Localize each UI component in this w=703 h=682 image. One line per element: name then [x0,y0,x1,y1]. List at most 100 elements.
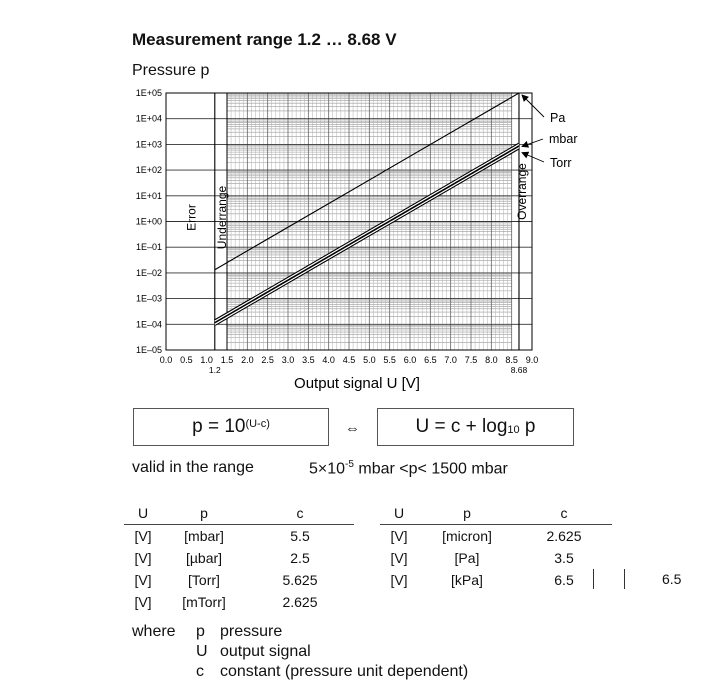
x-tick-label: 8.0 [485,355,498,365]
table-cell: 2.625 [546,528,582,544]
table-cell: [Pa] [454,550,480,566]
table-header: U [380,502,418,525]
y-tick-label: 1E–03 [136,294,162,304]
x-tick-label: 1.5 [221,355,234,365]
table-cell: [V] [390,550,408,566]
series-pointer-mbar [521,138,544,148]
x-tick-label: 1.0 [200,355,213,365]
valid-range-exp: -5 [345,459,354,470]
x-tick-label: 4.5 [343,355,356,365]
formula-pressure-box: p = 10 (U-c) [133,408,329,446]
table-cell: [V] [134,594,152,610]
x-tick-label: 0.0 [160,355,173,365]
table-header: p [418,502,516,525]
table-cell: [V] [134,572,152,588]
table-cell: 6.5 [554,572,574,588]
formula-pressure-exponent: (U-c) [245,418,270,430]
table-header: U [124,502,162,525]
table-divider [624,569,625,589]
y-tick-label: 1E–02 [136,268,162,278]
table-cell: [V] [134,550,152,566]
y-tick-label: 1E+03 [136,139,162,149]
y-tick-label: 1E+04 [136,114,162,124]
y-tick-label: 1E–05 [136,345,162,355]
valid-range-post: mbar <p< 1500 mbar [353,460,508,478]
formula-voltage-tail: p [519,416,536,437]
table-cell: [micron] [442,528,492,544]
table-cell: [Torr] [188,572,220,588]
y-tick-label: 1E+01 [136,191,162,201]
table-row: [V] [micron] 2.625 [380,525,612,548]
table-cell: 2.5 [290,550,310,566]
where-symbol: p [196,623,205,640]
valid-range-label: valid in the range [132,459,254,476]
x-tick-label: 6.0 [404,355,417,365]
table-cell: 3.5 [554,550,574,566]
series-label-pa: Pa [550,111,565,125]
formula-pressure-base: p = 10 [192,416,246,437]
valid-range-value: 5×10-5 mbar <p< 1500 mbar [309,459,508,478]
x-tick-label: 0.5 [180,355,193,365]
formula-voltage-subscript: 10 [507,424,520,436]
plot-frame [165,92,533,351]
series-line-pa [214,92,520,271]
table-cell: [V] [390,572,408,588]
equivalence-arrow: ⇔ [345,420,360,437]
page-title: Measurement range 1.2 … 8.68 V [132,30,397,49]
table-cell: [kPa] [451,572,483,588]
table-cell: [V] [134,528,152,544]
table-cell: [mbar] [184,528,224,544]
x-tick-label: 3.5 [302,355,315,365]
x-extra-tick-label: 8.68 [511,365,528,375]
formula-voltage-box: U = c + log 10 p [377,408,574,446]
table-cell: [V] [390,528,408,544]
x-extra-tick-label: 1.2 [209,365,221,375]
region-label-overrange: Overrange [515,163,529,220]
y-tick-label: 1E+02 [136,165,162,175]
x-axis-label: Output signal U [V] [294,375,420,392]
table-header: c [516,502,612,525]
constants-table-left: U p c [V] [mbar] 5.5 [V] [µbar] 2.5 [V] [Torr… [124,502,354,613]
x-tick-label: 2.5 [261,355,274,365]
y-tick-label: 1E–01 [136,242,162,252]
table-divider [593,569,594,589]
where-desc: output signal [220,643,311,660]
table-row: [V] [kPa] 6.5 [380,569,612,591]
y-axis-label: Pressure p [132,62,210,79]
series-line-torr [214,147,520,325]
where-row: where p pressure [132,622,468,642]
formula-voltage-main: U = c + log [415,416,508,437]
table-cell: [µbar] [185,550,223,566]
series-line-mbar [214,143,520,322]
pressure-chart: Error Underrange Overrange 1E+05 1E+04 1E+03 1… [136,88,578,392]
where-symbol: U [196,643,208,660]
table-row: [V] [mbar] 5.5 [124,525,354,548]
region-label-error: Error [184,204,198,231]
x-tick-label: 5.0 [363,355,376,365]
series-pointer-torr [521,151,545,163]
table-row: [V] [µbar] 2.5 [124,547,354,569]
table-header: p [162,502,246,525]
region-label-underrange: Underrange [215,185,229,249]
table-cell: 5.625 [282,572,318,588]
x-tick-label: 5.5 [383,355,396,365]
where-label: where [132,623,176,640]
y-tick-label: 1E+00 [136,217,162,227]
y-tick-label: 1E–04 [136,319,162,329]
table-row: [V] [mTorr] 2.625 [124,591,354,613]
where-symbol: c [196,663,204,680]
x-tick-label: 9.0 [526,355,539,365]
table-row: [V] [Torr] 5.625 [124,569,354,591]
x-tick-label: 8.5 [505,355,518,365]
extra-c-value: 6.5 [662,571,682,587]
where-desc: pressure [220,623,283,640]
x-tick-label: 3.0 [282,355,295,365]
table-cell: [mTorr] [182,594,226,610]
x-tick-label: 7.0 [444,355,457,365]
where-desc: constant (pressure unit dependent) [220,663,469,680]
x-tick-label: 2.0 [241,355,254,365]
series-label-torr: Torr [550,156,572,170]
y-tick-label: 1E+05 [136,88,162,98]
